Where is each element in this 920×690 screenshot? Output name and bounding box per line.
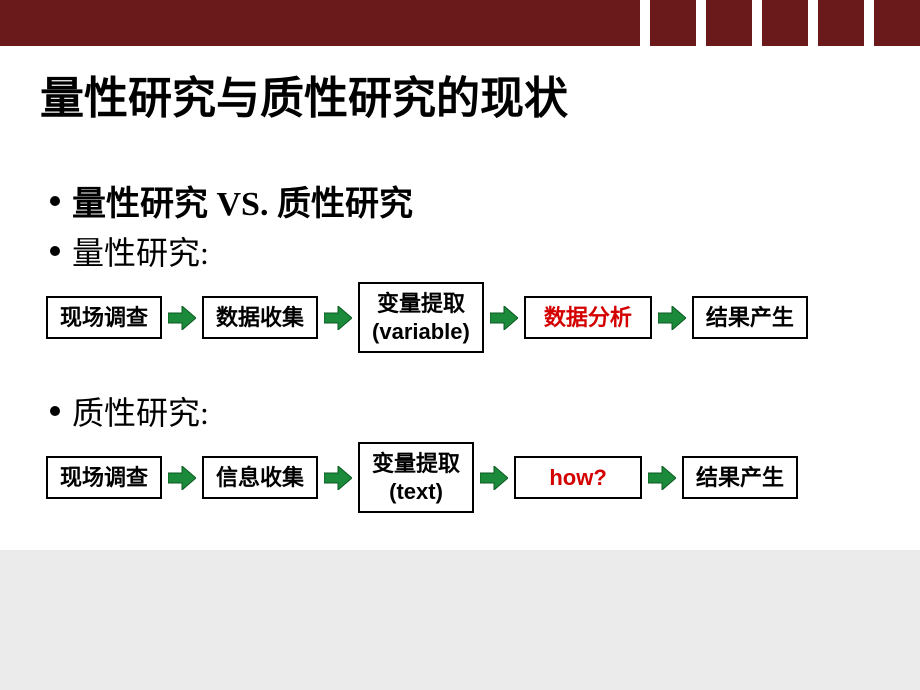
bullet-text: 量性研究 VS. 质性研究 xyxy=(72,176,413,225)
arrow-right-icon xyxy=(490,306,518,330)
header-solid xyxy=(0,0,640,46)
bullet-dot-icon xyxy=(50,196,60,206)
flow-box-line: 结果产生 xyxy=(696,464,784,492)
flow-box-line: 结果产生 xyxy=(706,304,794,332)
header-gap xyxy=(696,0,706,46)
flow-box-line: 数据分析 xyxy=(544,304,632,332)
header-bar xyxy=(0,0,920,46)
arrow-right-icon xyxy=(480,466,508,490)
header-gap xyxy=(864,0,874,46)
flow-box-line: 信息收集 xyxy=(216,464,304,492)
flow-box: how? xyxy=(514,456,642,500)
flow-box: 变量提取(variable) xyxy=(358,282,484,353)
bullet-text: 质性研究: xyxy=(72,388,209,434)
flow-box-line: 变量提取 xyxy=(372,450,460,478)
arrow-right-icon xyxy=(324,466,352,490)
bottom-shadow xyxy=(0,550,920,690)
arrow-right-icon xyxy=(324,306,352,330)
bullet-item: 量性研究 VS. 质性研究 xyxy=(50,176,413,225)
flow-box: 现场调查 xyxy=(46,296,162,340)
header-gap xyxy=(808,0,818,46)
bullet-item: 量性研究: xyxy=(50,228,209,274)
flow-box-line: 现场调查 xyxy=(60,464,148,492)
header-tooth xyxy=(650,0,696,46)
header-tooth xyxy=(874,0,920,46)
arrow-right-icon xyxy=(168,466,196,490)
flow-row: 现场调查 信息收集 变量提取(text) how? 结果产生 xyxy=(46,442,798,513)
flow-box-line: 变量提取 xyxy=(377,290,465,318)
flow-box: 现场调查 xyxy=(46,456,162,500)
flow-box: 结果产生 xyxy=(692,296,808,340)
flow-row: 现场调查 数据收集 变量提取(variable) 数据分析 结果产生 xyxy=(46,282,808,353)
flow-box-line: how? xyxy=(549,464,606,492)
flow-box-line: 数据收集 xyxy=(216,304,304,332)
header-gap xyxy=(752,0,762,46)
flow-box: 结果产生 xyxy=(682,456,798,500)
header-teeth xyxy=(640,0,920,46)
header-gap xyxy=(640,0,650,46)
flow-box: 数据分析 xyxy=(524,296,652,340)
header-tooth xyxy=(762,0,808,46)
flow-box: 变量提取(text) xyxy=(358,442,474,513)
header-tooth xyxy=(706,0,752,46)
flow-box-line: 现场调查 xyxy=(60,304,148,332)
flow-box-line: (text) xyxy=(389,478,443,506)
bullet-dot-icon xyxy=(50,406,60,416)
flow-box: 数据收集 xyxy=(202,296,318,340)
bullet-item: 质性研究: xyxy=(50,388,209,434)
header-tooth xyxy=(818,0,864,46)
bullet-dot-icon xyxy=(50,246,60,256)
flow-box: 信息收集 xyxy=(202,456,318,500)
arrow-right-icon xyxy=(168,306,196,330)
flow-box-line: (variable) xyxy=(372,318,470,346)
arrow-right-icon xyxy=(648,466,676,490)
slide-title: 量性研究与质性研究的现状 xyxy=(40,62,568,126)
arrow-right-icon xyxy=(658,306,686,330)
bullet-text: 量性研究: xyxy=(72,228,209,274)
